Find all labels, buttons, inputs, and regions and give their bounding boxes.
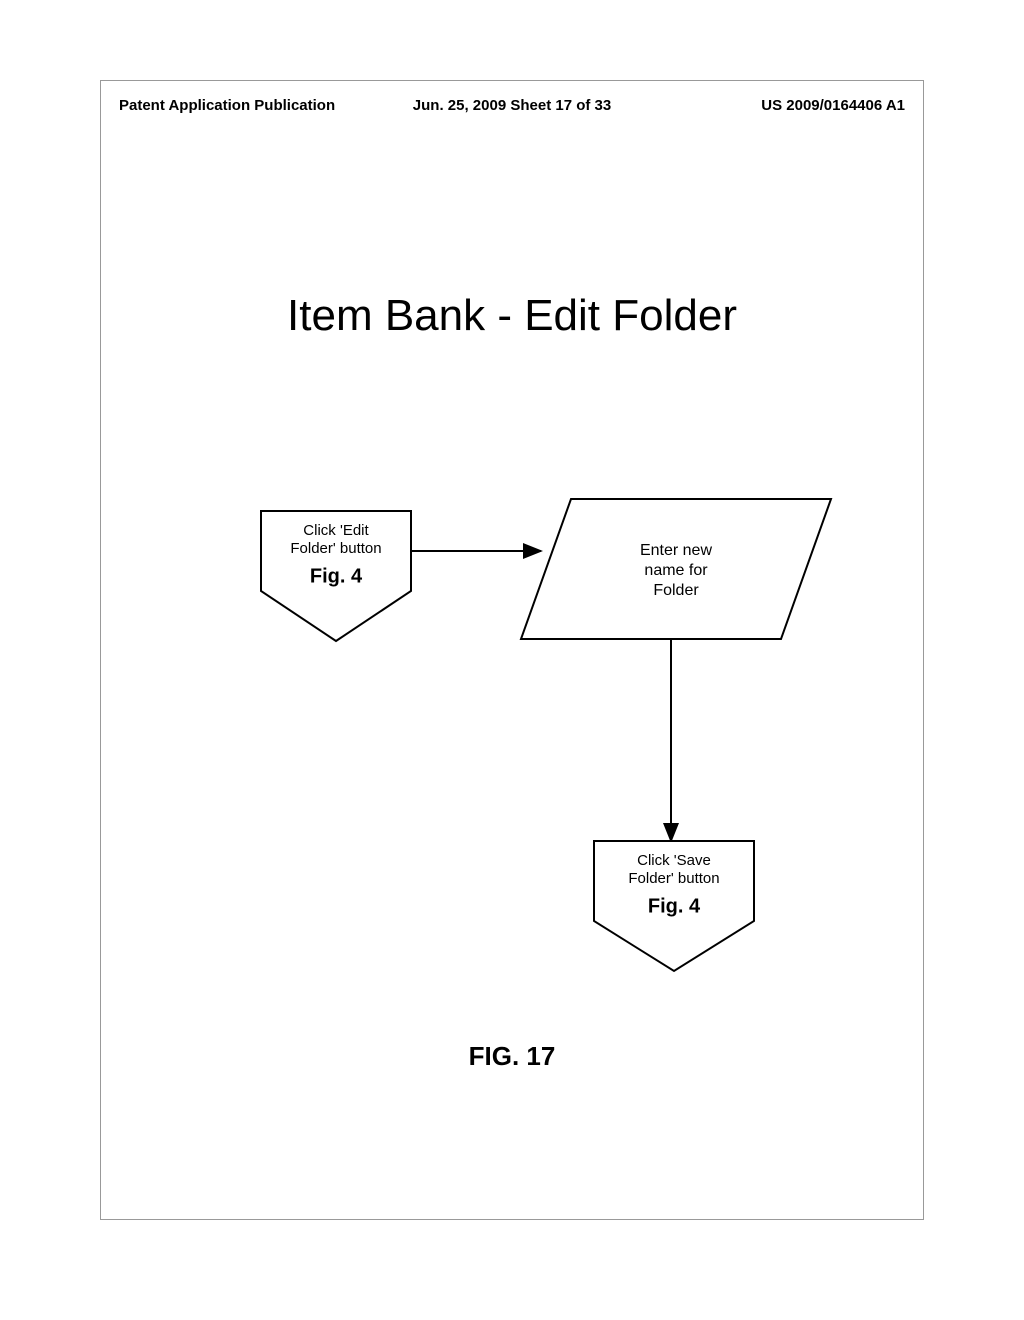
- flowchart-svg: Click 'EditFolder' buttonFig. 4Enter new…: [151, 481, 875, 1041]
- header-right-text: US 2009/0164406 A1: [761, 97, 905, 114]
- page-container: Patent Application Publication Jun. 25, …: [100, 80, 924, 1220]
- svg-text:Fig. 4: Fig. 4: [648, 895, 701, 917]
- svg-text:Folder' button: Folder' button: [290, 540, 381, 557]
- svg-text:Click 'Save: Click 'Save: [637, 852, 711, 869]
- svg-text:Click 'Edit: Click 'Edit: [303, 522, 369, 539]
- svg-text:Enter new: Enter new: [640, 542, 712, 559]
- header-center-text: Jun. 25, 2009 Sheet 17 of 33: [413, 97, 611, 114]
- diagram-title: Item Bank - Edit Folder: [287, 291, 737, 341]
- figure-caption: FIG. 17: [469, 1041, 556, 1072]
- svg-text:Folder' button: Folder' button: [628, 870, 719, 887]
- svg-text:Folder: Folder: [653, 582, 699, 599]
- svg-text:Fig. 4: Fig. 4: [310, 565, 363, 587]
- svg-text:name for: name for: [644, 562, 708, 579]
- header-left-text: Patent Application Publication: [119, 97, 335, 114]
